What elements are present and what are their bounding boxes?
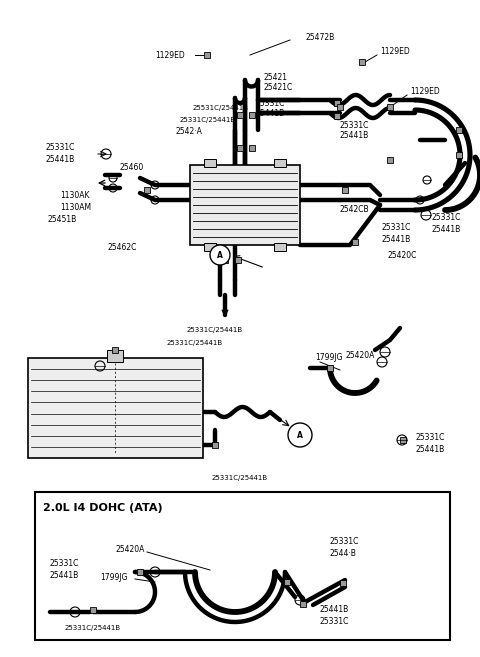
- Text: 2542CB: 2542CB: [340, 206, 370, 214]
- Text: 25420A: 25420A: [115, 545, 144, 555]
- Text: A: A: [217, 250, 223, 260]
- Bar: [342, 187, 348, 193]
- Text: 25331C/25441B: 25331C/25441B: [65, 625, 121, 631]
- Text: 25531C/25441B: 25531C/25441B: [193, 105, 249, 111]
- Text: 25441B: 25441B: [320, 606, 349, 614]
- Text: 25331C: 25331C: [382, 223, 411, 233]
- Bar: [334, 100, 340, 106]
- Text: A: A: [297, 430, 303, 440]
- Text: 25331C/25441B: 25331C/25441B: [187, 327, 243, 333]
- Bar: [400, 437, 406, 443]
- Text: 1129ED: 1129ED: [380, 47, 410, 57]
- Bar: [284, 579, 290, 585]
- Text: 25441B: 25441B: [432, 225, 461, 235]
- Text: 25331C: 25331C: [432, 214, 461, 223]
- Bar: [340, 580, 346, 586]
- Text: 25472B: 25472B: [305, 34, 334, 43]
- Text: 25331C/25441B: 25331C/25441B: [180, 117, 236, 123]
- Text: 1129ED: 1129ED: [155, 51, 185, 60]
- Bar: [327, 365, 333, 371]
- Text: 25331C: 25331C: [340, 120, 370, 129]
- Text: 25441B: 25441B: [382, 235, 411, 244]
- Text: 25331C: 25331C: [50, 560, 79, 568]
- Bar: [235, 257, 241, 263]
- Bar: [204, 243, 216, 251]
- Text: 1130AK: 1130AK: [60, 191, 89, 200]
- Text: 25421: 25421: [263, 74, 287, 83]
- Text: 25331C: 25331C: [320, 618, 349, 627]
- Bar: [456, 152, 462, 158]
- Bar: [334, 113, 340, 119]
- Circle shape: [210, 245, 230, 265]
- Text: 1799JG: 1799JG: [315, 353, 343, 363]
- Circle shape: [288, 423, 312, 447]
- Bar: [107, 350, 123, 362]
- Bar: [387, 157, 393, 163]
- Bar: [249, 112, 255, 118]
- Text: 25420A: 25420A: [345, 350, 374, 359]
- Bar: [204, 159, 216, 167]
- Bar: [28, 358, 203, 458]
- Text: 1129ED: 1129ED: [410, 87, 440, 97]
- Text: 25331C/25441B: 25331C/25441B: [167, 340, 223, 346]
- Bar: [359, 59, 365, 65]
- Bar: [212, 442, 218, 448]
- Text: 1799JG: 1799JG: [100, 572, 128, 581]
- Bar: [337, 104, 343, 110]
- Text: 25331C: 25331C: [330, 537, 360, 547]
- Bar: [456, 127, 462, 133]
- Text: 2542·A: 2542·A: [175, 127, 202, 137]
- Bar: [112, 347, 118, 353]
- Bar: [352, 239, 358, 245]
- Text: 25451B: 25451B: [48, 215, 77, 225]
- Bar: [190, 165, 300, 245]
- Text: 25441B: 25441B: [255, 108, 284, 118]
- Text: 25441B: 25441B: [50, 572, 79, 581]
- Bar: [274, 243, 286, 251]
- Bar: [204, 52, 210, 58]
- Bar: [237, 145, 243, 151]
- Text: 1130AM: 1130AM: [60, 202, 91, 212]
- Bar: [144, 187, 150, 193]
- Text: 25460: 25460: [120, 164, 144, 173]
- Bar: [249, 145, 255, 151]
- Text: 25420C: 25420C: [388, 252, 418, 260]
- Bar: [35, 492, 450, 640]
- Text: 25441B: 25441B: [45, 156, 74, 164]
- Bar: [137, 569, 143, 575]
- Text: 25331C: 25331C: [255, 99, 284, 108]
- Text: 25462C: 25462C: [107, 244, 136, 252]
- Text: 25331C: 25331C: [415, 434, 444, 443]
- Text: 25421C: 25421C: [263, 83, 292, 93]
- Bar: [237, 112, 243, 118]
- Bar: [387, 104, 393, 110]
- Text: 25441B: 25441B: [340, 131, 369, 141]
- Text: 2544·B: 2544·B: [330, 549, 357, 558]
- Text: 25441B: 25441B: [415, 445, 444, 455]
- Bar: [90, 607, 96, 613]
- Text: 2.0L I4 DOHC (ATA): 2.0L I4 DOHC (ATA): [43, 503, 163, 513]
- Bar: [222, 257, 228, 263]
- Bar: [300, 601, 306, 607]
- Bar: [274, 159, 286, 167]
- Text: 25331C: 25331C: [45, 143, 74, 152]
- Text: 25331C/25441B: 25331C/25441B: [212, 475, 268, 481]
